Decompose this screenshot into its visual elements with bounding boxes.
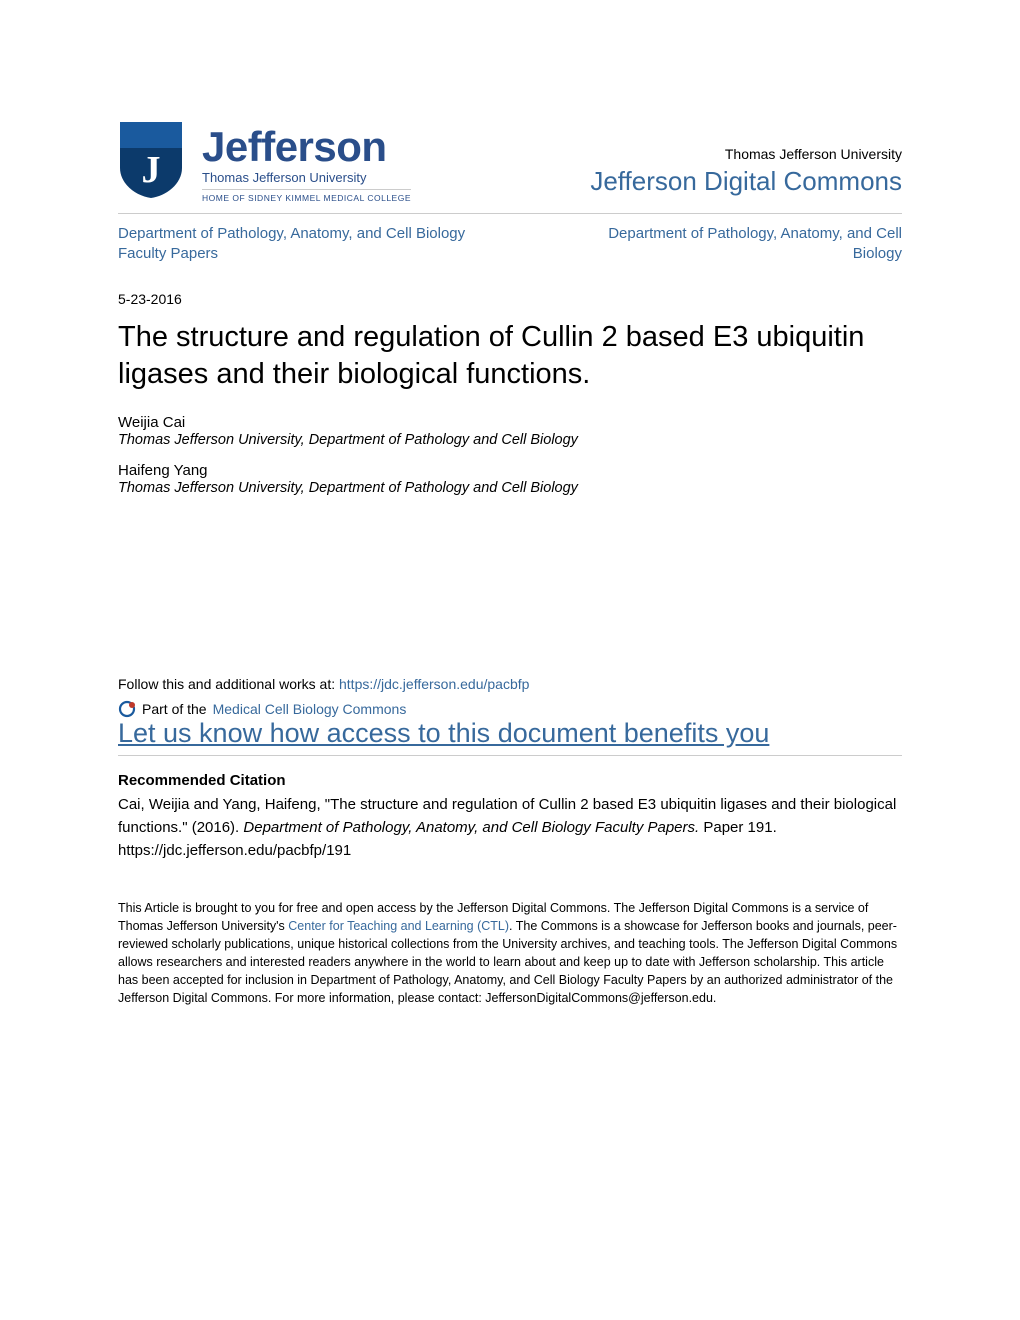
paper-title: The structure and regulation of Cullin 2… [118,319,902,394]
svg-text:J: J [142,149,161,191]
header: J Jefferson Thomas Jefferson University … [118,120,902,203]
citation-paper-num: Paper 191. [699,819,777,836]
follow-block: Follow this and additional works at: htt… [118,676,902,749]
department-link[interactable]: Department of Pathology, Anatomy, and Ce… [574,224,902,265]
author-list: Weijia Cai Thomas Jefferson University, … [118,414,902,496]
benefit-link[interactable]: Let us know how access to this document … [118,718,902,749]
author: Weijia Cai Thomas Jefferson University, … [118,414,902,448]
logo-text: Jefferson Thomas Jefferson University HO… [202,120,411,203]
citation-body: Cai, Weijia and Yang, Haifeng, "The stru… [118,793,902,863]
logo-subline: Thomas Jefferson University [202,170,411,185]
logo-homeline: HOME OF SIDNEY KIMMEL MEDICAL COLLEGE [202,189,411,203]
commons-link[interactable]: Medical Cell Biology Commons [213,701,407,717]
collection-url-link[interactable]: https://jdc.jefferson.edu/pacbfp [339,676,529,692]
author-name: Weijia Cai [118,414,902,431]
citation-block: Recommended Citation Cai, Weijia and Yan… [118,772,902,863]
collection-link[interactable]: Department of Pathology, Anatomy, and Ce… [118,224,494,265]
author-affiliation: Thomas Jefferson University, Department … [118,480,902,496]
follow-line: Follow this and additional works at: htt… [118,676,902,692]
institution-logo: J Jefferson Thomas Jefferson University … [118,120,411,203]
network-icon [118,700,136,718]
divider-top [118,213,902,214]
publication-date: 5-23-2016 [118,291,902,307]
header-right: Thomas Jefferson University Jefferson Di… [590,146,902,203]
department-row: Department of Pathology, Anatomy, and Ce… [118,224,902,265]
author-name: Haifeng Yang [118,462,902,479]
repository-link[interactable]: Jefferson Digital Commons [590,166,902,196]
shield-icon: J [118,120,184,200]
partof-line: Part of the Medical Cell Biology Commons [118,700,902,718]
citation-series: Department of Pathology, Anatomy, and Ce… [243,819,699,836]
author-affiliation: Thomas Jefferson University, Department … [118,432,902,448]
ctl-link[interactable]: Center for Teaching and Learning (CTL) [288,919,509,933]
disclaimer: This Article is brought to you for free … [118,899,902,1008]
institution-name: Thomas Jefferson University [590,146,902,162]
logo-wordmark: Jefferson [202,126,411,168]
author: Haifeng Yang Thomas Jefferson University… [118,462,902,496]
partof-prefix: Part of the [142,701,207,717]
citation-heading: Recommended Citation [118,772,902,789]
citation-url: https://jdc.jefferson.edu/pacbfp/191 [118,842,351,859]
follow-prefix: Follow this and additional works at: [118,676,339,692]
divider-mid [118,755,902,756]
